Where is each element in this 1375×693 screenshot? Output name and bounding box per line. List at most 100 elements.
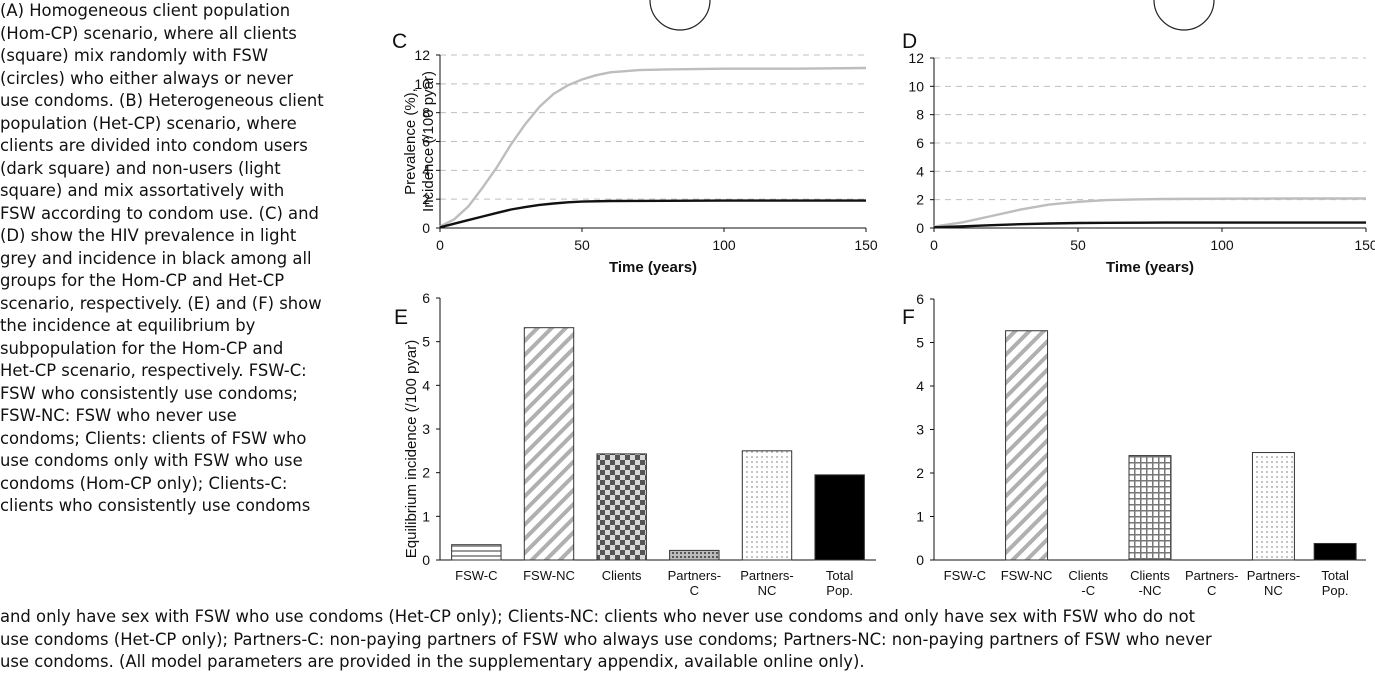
bar <box>814 474 865 561</box>
x-category-label: -C <box>1081 583 1095 598</box>
y-tick-label: 0 <box>422 220 430 236</box>
y-tick-label: 10 <box>908 78 924 94</box>
caption-line: (D) show the HIV prevalence in light <box>0 226 297 245</box>
caption-line: and only have sex with FSW who use condo… <box>0 607 1196 626</box>
y-tick-label: 10 <box>414 76 430 92</box>
bar <box>451 544 502 561</box>
series-line-0 <box>933 197 1366 228</box>
x-tick-label: 50 <box>574 237 590 253</box>
y-tick-label: 2 <box>916 465 924 481</box>
caption-line: subpopulation for the Hom-CP and <box>0 338 284 358</box>
caption-line: use condoms. (All model parameters are p… <box>0 652 865 671</box>
y-tick-label: 6 <box>422 290 430 306</box>
x-category-label: Partners- <box>740 568 793 583</box>
caption-line: condoms; Clients: clients of FSW who <box>0 428 307 448</box>
caption-line: FSW according to condom use. (C) and <box>0 203 319 223</box>
y-tick-label: 0 <box>916 552 924 568</box>
panel-label: D <box>902 30 917 53</box>
y-axis-label: Equilibrium incidence (/100 pyar) <box>403 340 420 558</box>
caption-line: use condoms (Het-CP only); Partners-C: n… <box>0 629 1212 649</box>
x-tick-label: 150 <box>854 237 878 253</box>
bar <box>669 549 720 561</box>
bar <box>1313 542 1357 561</box>
x-category-label: Clients <box>1130 568 1170 583</box>
caption-line: clients who consistently use condoms <box>0 496 311 515</box>
x-axis-label: Time (years) <box>1106 259 1194 276</box>
x-category-label: -NC <box>1138 583 1161 598</box>
x-category-label: Pop. <box>1322 583 1349 598</box>
figure-caption-bottom: and only have sex with FSW who use condo… <box>0 606 1372 674</box>
bar <box>1251 452 1295 561</box>
y-tick-label: 0 <box>422 552 430 568</box>
y-tick-label: 2 <box>422 465 430 481</box>
y-axis-label: Prevalence (%), <box>402 88 419 195</box>
caption-line: scenario, respectively. (E) and (F) show <box>0 293 322 313</box>
panel-label: F <box>902 306 915 329</box>
caption-line: square) and mix assortatively with <box>0 181 285 200</box>
panel-label: C <box>392 30 407 53</box>
panel-label: E <box>394 306 408 329</box>
bar <box>741 450 793 561</box>
y-tick-label: 6 <box>916 135 924 151</box>
panel-d-line-chart: D 0 2 4 6 8 10 12 0 50 100 150 Time (years) <box>902 30 1375 276</box>
bar <box>523 327 575 561</box>
y-tick-label: 0 <box>916 220 924 236</box>
y-tick-label: 4 <box>916 378 924 394</box>
x-category-label: C <box>690 583 699 598</box>
caption-line: (square) mix randomly with FSW <box>0 46 269 65</box>
caption-line: (A) Homogeneous client population <box>0 1 291 20</box>
x-category-label: Clients <box>602 568 642 583</box>
figure-caption-left: (A) Homogeneous client population (Hom-CP… <box>0 0 375 518</box>
caption-line: the incidence at equilibrium by <box>0 316 256 335</box>
y-axis-label: Incidence (/100 pyar) <box>420 71 437 212</box>
caption-line: use condoms. (B) Heterogeneous client <box>0 91 324 110</box>
y-tick-label: 6 <box>916 291 924 307</box>
y-tick-label: 4 <box>916 163 924 179</box>
y-tick-label: 12 <box>414 47 430 63</box>
caption-line: groups for the Hom-CP and Het-CP <box>0 271 285 290</box>
x-category-label: Partners- <box>1185 568 1238 583</box>
x-tick-label: 0 <box>930 237 938 253</box>
y-tick-label: 5 <box>916 335 924 351</box>
x-category-label: NC <box>1264 583 1283 598</box>
y-tick-label: 3 <box>422 421 430 437</box>
node-circle-fragment <box>1153 0 1215 31</box>
x-tick-label: 100 <box>712 237 736 253</box>
y-tick-label: 8 <box>916 107 924 123</box>
y-tick-label: 2 <box>422 191 430 207</box>
bar <box>596 453 647 561</box>
x-category-label: Clients <box>1068 568 1108 583</box>
caption-line: (Hom-CP) scenario, where all clients <box>0 23 297 43</box>
caption-line: condoms (Hom-CP only); Clients-C: <box>0 473 288 493</box>
bar <box>1005 330 1049 561</box>
x-category-label: Partners- <box>1247 568 1300 583</box>
x-axis-label: Time (years) <box>609 259 697 276</box>
y-tick-label: 6 <box>422 134 430 150</box>
y-tick-label: 4 <box>422 377 430 393</box>
x-tick-label: 0 <box>436 237 444 253</box>
x-tick-label: 50 <box>1070 237 1086 253</box>
x-tick-label: 100 <box>1210 237 1234 253</box>
caption-line: (dark square) and non-users (light <box>0 158 281 178</box>
x-category-label: NC <box>758 583 777 598</box>
caption-line: clients are divided into condom users <box>0 136 308 155</box>
x-category-label: FSW-NC <box>1001 568 1053 583</box>
y-tick-label: 1 <box>916 509 924 525</box>
y-tick-label: 3 <box>916 422 924 438</box>
y-tick-label: 8 <box>422 105 430 121</box>
caption-line: grey and incidence in black among all <box>0 248 312 268</box>
caption-line: FSW-NC: FSW who never use <box>0 406 237 425</box>
caption-line: FSW who consistently use condoms; <box>0 383 298 403</box>
y-tick-label: 4 <box>422 162 430 178</box>
x-category-label: Total <box>826 568 854 583</box>
x-tick-label: 150 <box>1354 237 1375 253</box>
caption-line: use condoms only with FSW who use <box>0 451 303 470</box>
x-category-label: FSW-C <box>455 568 497 583</box>
series-line-0 <box>439 66 867 228</box>
caption-line: (circles) who either always or never <box>0 68 294 88</box>
series-line-1 <box>439 199 866 229</box>
y-tick-label: 2 <box>916 192 924 208</box>
node-circle-fragment <box>649 0 711 31</box>
